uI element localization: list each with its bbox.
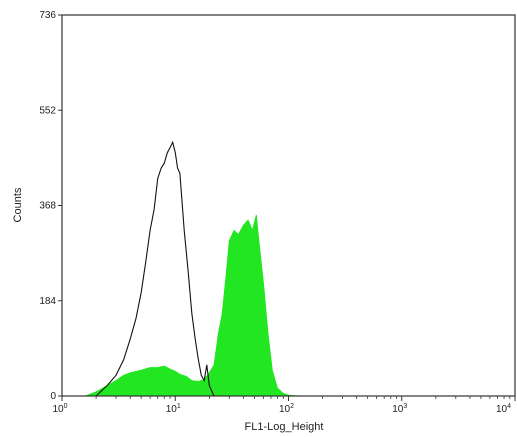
- y-tick-label: 736: [39, 10, 56, 21]
- y-tick-label: 552: [39, 105, 56, 116]
- x-tick-label: 100: [52, 403, 67, 415]
- series-layer: [84, 140, 302, 397]
- x-tick-label: 101: [166, 403, 181, 415]
- x-tick-label: 103: [392, 403, 407, 415]
- x-axis-label: FL1-Log_Height: [245, 421, 324, 433]
- filled-histogram-series: [84, 214, 302, 397]
- ticks-layer: 0 184 368 552 736 100 101 102 103 104: [39, 10, 516, 415]
- y-tick-label: 184: [39, 296, 56, 307]
- x-tick-label: 104: [496, 403, 511, 415]
- y-tick-label: 0: [50, 391, 56, 402]
- outline-histogram-series: [95, 140, 215, 397]
- y-tick-label: 368: [39, 201, 56, 212]
- y-axis-label: Counts: [12, 187, 24, 222]
- x-tick-label: 102: [279, 403, 294, 415]
